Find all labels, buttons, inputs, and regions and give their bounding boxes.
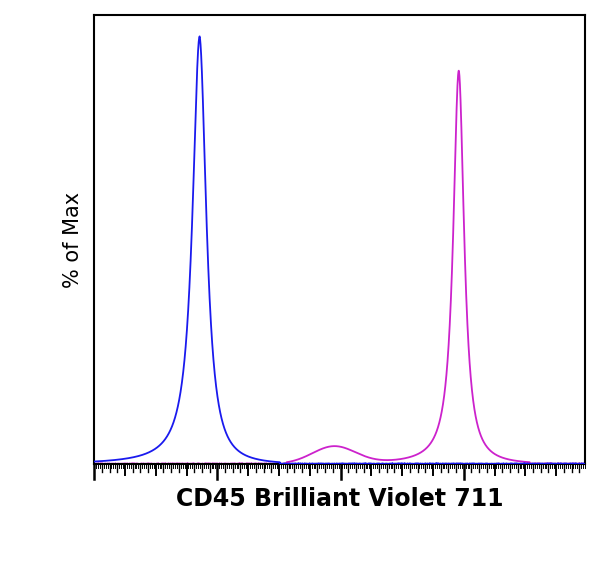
X-axis label: CD45 Brilliant Violet 711: CD45 Brilliant Violet 711	[176, 486, 503, 510]
Y-axis label: % of Max: % of Max	[63, 192, 83, 288]
